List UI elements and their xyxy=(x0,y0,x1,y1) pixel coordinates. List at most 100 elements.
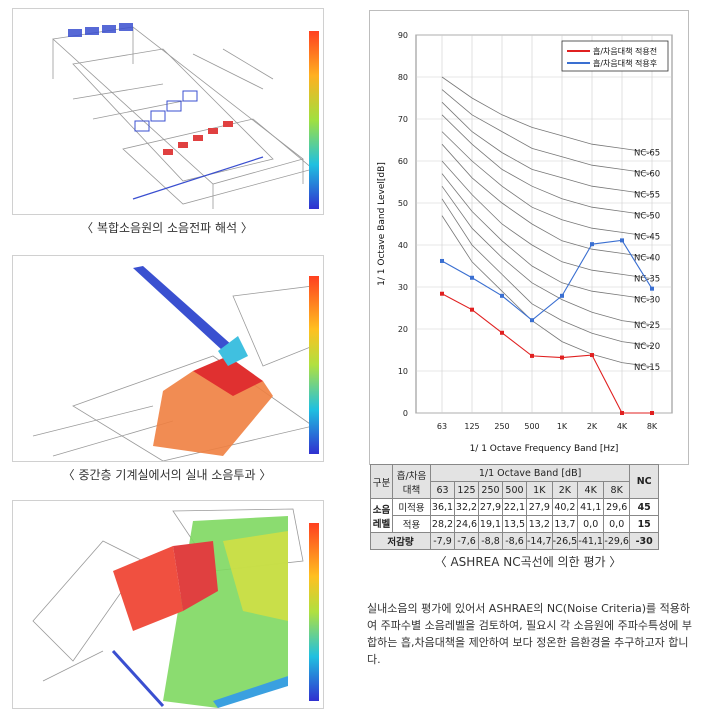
data-point xyxy=(440,291,444,296)
y-tick-label: 50 xyxy=(398,199,408,208)
data-point xyxy=(590,353,594,358)
data-point xyxy=(500,293,504,298)
data-point xyxy=(560,355,564,360)
nc-table: 구분 흡/차음 대책 1/1 Octave Band [dB] NC 63 12… xyxy=(370,464,660,550)
y-tick-label: 80 xyxy=(398,73,408,82)
sim-caption-2: 〈 중간층 기계실에서의 실내 소음투과 〉 xyxy=(62,468,272,482)
table-nc-cell: -30 xyxy=(629,532,660,550)
table-cell: 0,0 xyxy=(577,515,605,533)
table-row-label: 적용 xyxy=(392,515,431,533)
nc-curve xyxy=(441,76,653,153)
sim-panel-1 xyxy=(12,8,324,215)
table-header-measure: 흡/차음 대책 xyxy=(392,464,431,499)
table-cell: -8,6 xyxy=(502,532,527,550)
x-tick-label: 4K xyxy=(617,422,628,431)
x-tick-label: 63 xyxy=(437,422,447,431)
sim-image-2 xyxy=(32,266,319,461)
table-cell: 22,1 xyxy=(502,498,527,516)
nc-curve-label: NC-50 xyxy=(634,212,660,222)
table-nc-cell: 15 xyxy=(629,515,660,533)
table-cell: 19,1 xyxy=(478,515,503,533)
table-reduction-label: 저감량 xyxy=(370,532,431,550)
y-tick-label: 40 xyxy=(398,241,408,250)
table-row: 저감량 -7,9 -7,6 -8,8 -8,6 -14,7 -26,5 -41,… xyxy=(370,532,660,550)
nc-curve xyxy=(441,114,653,216)
table-row: 적용 28,2 24,6 19,1 13,5 13,2 13,7 0,0 0,0… xyxy=(371,515,660,533)
table-cell: 13,2 xyxy=(526,515,553,533)
nc-curve xyxy=(441,143,653,258)
sim-panel-3 xyxy=(12,500,324,709)
table-cell: -7,9 xyxy=(430,532,455,550)
y-axis-label: 1/ 1 Octave Band Level[dB] xyxy=(377,162,387,286)
nc-curve-label: NC-55 xyxy=(634,191,660,201)
x-tick-label: 500 xyxy=(524,422,539,431)
x-tick-label: 125 xyxy=(464,422,479,431)
nc-curve-label: NC-60 xyxy=(634,170,660,180)
sim-panel-2 xyxy=(12,255,324,462)
table-band-8k: 8K xyxy=(603,481,631,499)
sim-image-1 xyxy=(52,23,319,209)
table-cell: 36,1 xyxy=(430,498,455,516)
data-point xyxy=(440,258,444,263)
data-point xyxy=(500,330,504,335)
y-tick-label: 0 xyxy=(403,409,408,418)
data-point xyxy=(650,411,654,415)
table-row-label: 미적용 xyxy=(392,498,431,516)
series-line xyxy=(441,293,652,414)
y-tick-label: 90 xyxy=(398,31,408,40)
nc-curve-label: NC-15 xyxy=(634,363,660,373)
table-band-63: 63 xyxy=(430,481,455,499)
table-cell: 13,7 xyxy=(551,515,579,533)
table-cell: 27,9 xyxy=(478,498,503,516)
data-point xyxy=(620,411,624,415)
y-tick-label: 70 xyxy=(398,115,408,124)
table-cell: 32,2 xyxy=(454,498,479,516)
nc-chart: 0 10 20 30 40 50 60 70 80 90 63 125 250 500 1K 2K 4K 8K NC… xyxy=(369,10,689,465)
table-nc-cell: 45 xyxy=(629,498,660,516)
y-tick-label: 10 xyxy=(398,367,408,376)
table-row: 소음 레벨 미적용 36,1 32,2 27,9 22,1 27,9 40,2 … xyxy=(370,498,660,533)
table-band-2k: 2K xyxy=(551,481,579,499)
table-band-250: 250 xyxy=(478,481,503,499)
table-cell: -14,7 xyxy=(526,532,553,550)
x-axis-label: 1/ 1 Octave Frequency Band [Hz] xyxy=(470,444,619,454)
nc-curve xyxy=(441,131,653,237)
data-point xyxy=(620,238,624,243)
table-header-nc: NC xyxy=(629,464,660,499)
nc-curve-label: NC-35 xyxy=(634,275,660,285)
sim-image-3 xyxy=(32,508,319,708)
legend-label: 흡/차음대책 적용전 xyxy=(593,46,657,56)
table-header-gubun: 구분 xyxy=(370,464,393,499)
table-cell: -7,6 xyxy=(454,532,479,550)
table-cell: -41,1 xyxy=(577,532,605,550)
nc-curve xyxy=(441,185,653,326)
table-cell: 29,6 xyxy=(603,498,631,516)
table-cell: 28,2 xyxy=(430,515,455,533)
table-cell: 41,1 xyxy=(577,498,605,516)
table-cell: -29,6 xyxy=(603,532,631,550)
nc-curve xyxy=(441,198,653,347)
table-row-group: 소음 레벨 xyxy=(370,498,393,533)
data-point xyxy=(560,293,564,298)
data-point xyxy=(470,275,474,280)
data-point xyxy=(530,318,534,323)
sim-caption-1: 〈 복합소음원의 소음전파 해석 〉 xyxy=(81,221,253,235)
table-header-band: 1/1 Octave Band [dB] xyxy=(429,464,631,482)
table-cell: 40,2 xyxy=(551,498,579,516)
x-tick-label: 2K xyxy=(587,422,598,431)
data-point xyxy=(590,242,594,247)
table-cell: 24,6 xyxy=(454,515,479,533)
chart-caption: 〈 ASHREA NC곡선에 의한 평가 〉 xyxy=(434,555,622,569)
nc-curve xyxy=(441,89,653,174)
table-cell: 13,5 xyxy=(502,515,527,533)
table-band-4k: 4K xyxy=(577,481,605,499)
nc-curve-label: NC-25 xyxy=(634,321,660,331)
table-cell: 0,0 xyxy=(603,515,631,533)
x-tick-label: 1K xyxy=(557,422,568,431)
nc-curve-label: NC-40 xyxy=(634,254,660,264)
table-cell: -26,5 xyxy=(551,532,579,550)
data-point xyxy=(470,307,474,312)
legend-label: 흡/차음대책 적용후 xyxy=(593,58,657,68)
y-tick-label: 30 xyxy=(398,283,408,292)
table-cell: 27,9 xyxy=(526,498,553,516)
